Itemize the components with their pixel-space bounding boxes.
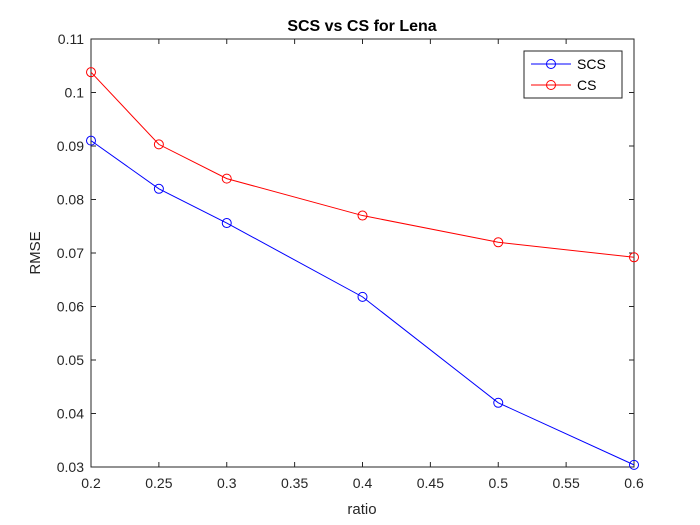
y-tick-label: 0.08 xyxy=(57,192,84,208)
series-line xyxy=(90,71,635,258)
legend-label: CS xyxy=(577,77,596,93)
data-point xyxy=(629,459,639,470)
legend: SCS CS xyxy=(523,50,623,99)
x-axis-label: ratio xyxy=(347,501,376,518)
legend-label: SCS xyxy=(577,56,606,72)
x-tick-label: 0.2 xyxy=(81,475,101,491)
x-tick-label: 0.6 xyxy=(624,475,644,491)
data-point xyxy=(493,237,504,248)
legend-item-cs: CS xyxy=(531,77,596,93)
data-point xyxy=(221,173,232,184)
chart-title: SCS vs CS for Lena xyxy=(287,18,436,35)
y-tick-label: 0.03 xyxy=(57,459,84,475)
data-point xyxy=(153,183,164,194)
x-tick-label: 0.25 xyxy=(145,475,172,491)
data-point xyxy=(493,397,504,408)
y-axis-ticks: 0.03 0.04 0.05 0.06 0.07 0.08 0.09 0.1 0.11 xyxy=(57,31,634,475)
x-tick-label: 0.45 xyxy=(417,475,444,491)
legend-item-scs: SCS xyxy=(531,56,606,72)
plot-area xyxy=(90,38,635,468)
series-layer xyxy=(86,67,639,470)
data-point xyxy=(357,210,368,221)
legend-marker xyxy=(546,59,556,69)
legend-marker xyxy=(546,80,556,90)
legend-box xyxy=(523,50,623,99)
data-point xyxy=(357,291,368,302)
data-point xyxy=(153,139,164,150)
x-tick-label: 0.5 xyxy=(489,475,509,491)
y-tick-label: 0.1 xyxy=(65,85,85,101)
data-point xyxy=(86,67,96,78)
y-tick-label: 0.11 xyxy=(58,31,84,47)
y-tick-label: 0.04 xyxy=(57,406,84,422)
x-tick-label: 0.55 xyxy=(553,475,580,491)
data-point xyxy=(629,252,639,263)
series-cs xyxy=(86,67,639,263)
y-tick-label: 0.07 xyxy=(57,245,84,261)
series-line xyxy=(90,140,635,466)
x-tick-label: 0.35 xyxy=(281,475,308,491)
series-scs xyxy=(86,135,639,470)
data-point xyxy=(86,135,96,146)
data-point xyxy=(221,218,232,229)
y-tick-label: 0.06 xyxy=(57,299,84,315)
y-tick-label: 0.09 xyxy=(57,138,84,154)
y-axis-label: RMSE xyxy=(27,231,44,274)
y-tick-label: 0.05 xyxy=(57,352,84,368)
x-axis-ticks: 0.2 0.25 0.3 0.35 0.4 0.45 0.5 0.55 0.6 xyxy=(81,39,644,491)
x-tick-label: 0.4 xyxy=(353,475,373,491)
x-tick-label: 0.3 xyxy=(217,475,237,491)
